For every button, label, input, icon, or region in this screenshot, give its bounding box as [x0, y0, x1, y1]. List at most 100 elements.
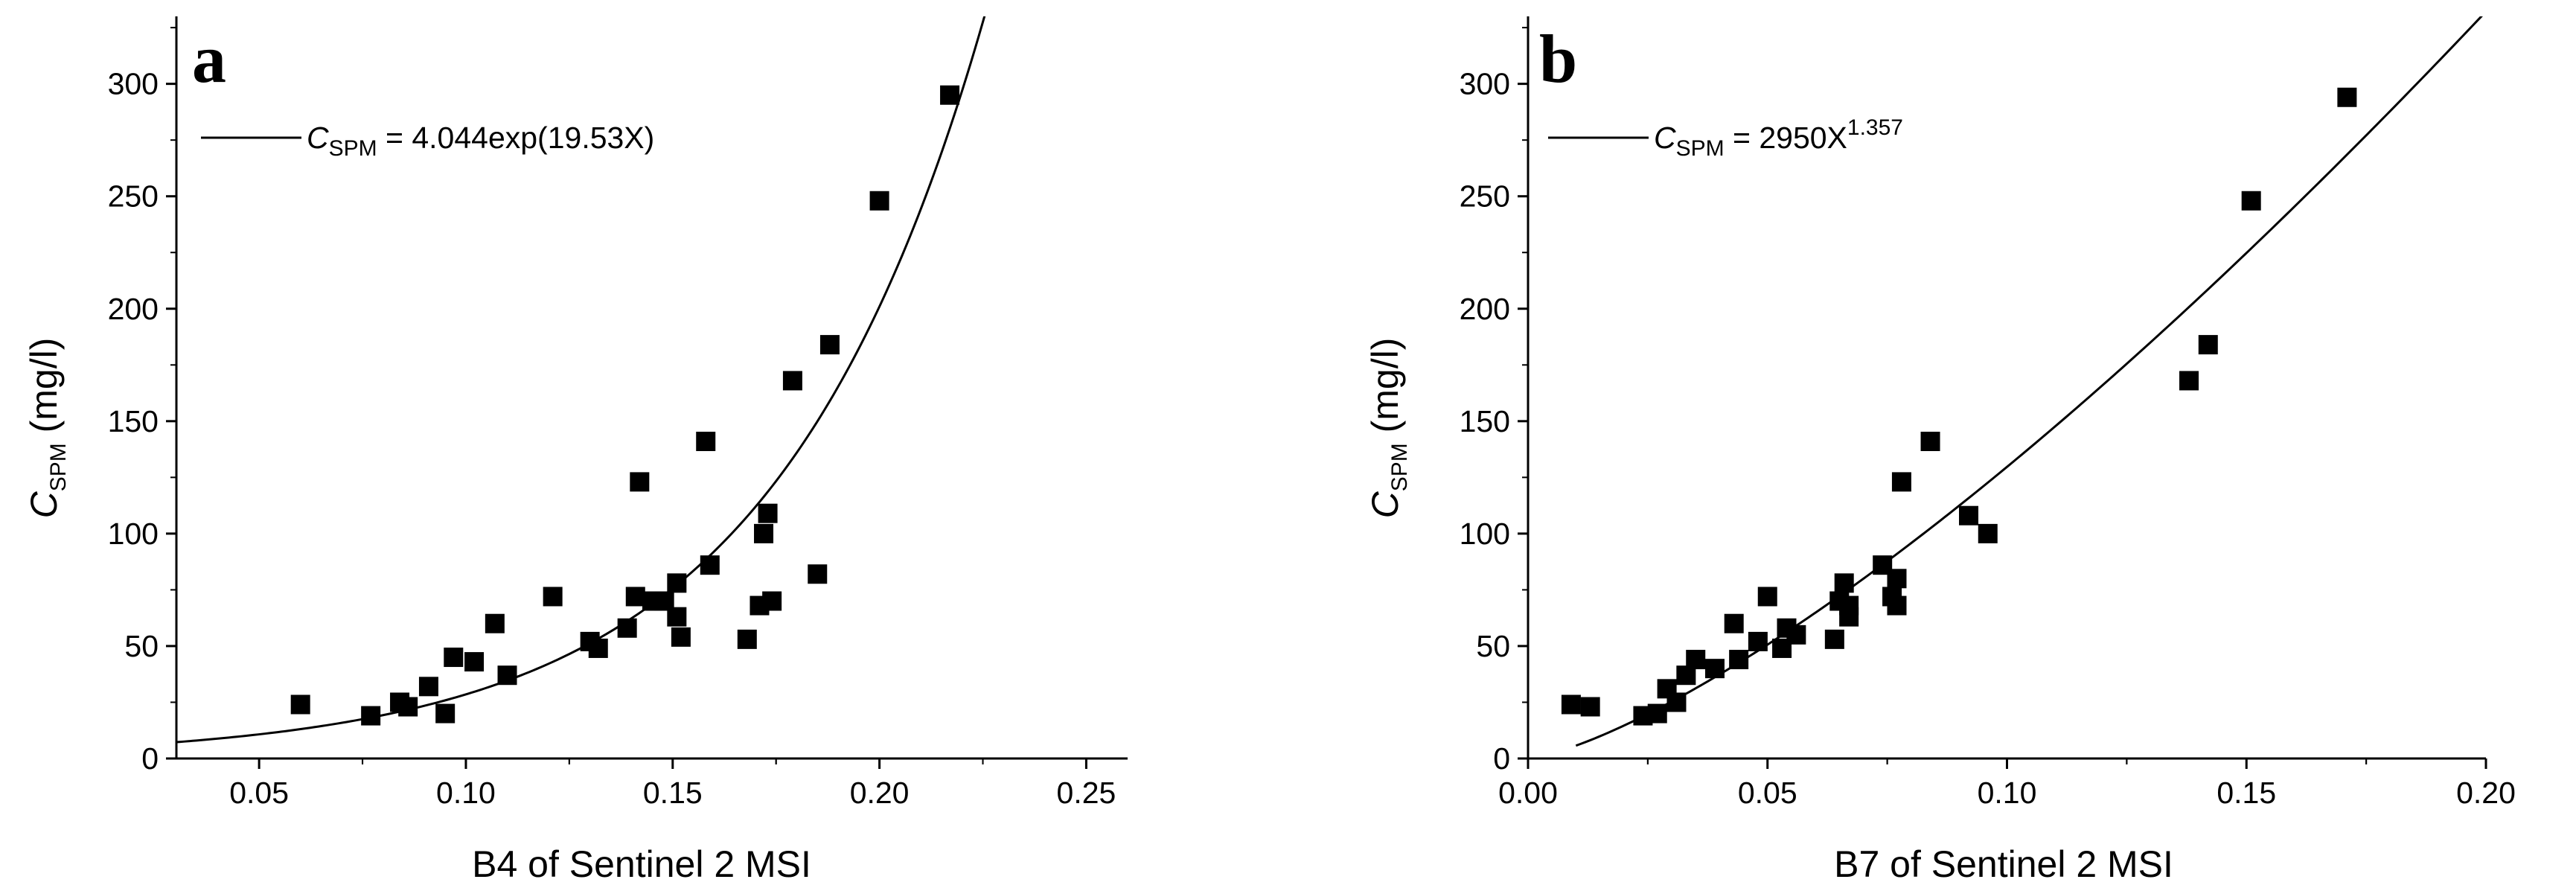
panel-b-y-tick-label: 300: [1460, 67, 1510, 101]
panel-a-legend-text: CSPM = 4.044exp(19.53X): [307, 121, 654, 161]
panel-b-x-tick-label: 0.05: [1738, 776, 1797, 810]
panel-a-x-tick-label: 0.10: [436, 776, 496, 810]
panel-b-data-point: [1887, 569, 1907, 589]
panel-a-y-tick-label: 250: [108, 179, 159, 214]
panel-a-label: a: [192, 21, 226, 97]
panel-a-ylabel-unit: (mg/l): [23, 338, 65, 444]
panel-b-legend-text: CSPM = 2950X1.357: [1654, 115, 1903, 161]
panel-a-y-tick-label: 200: [108, 292, 159, 326]
panel-b-data-point: [2179, 371, 2199, 391]
panel-a-data-point: [667, 573, 687, 593]
panel-b-data-point: [2337, 87, 2357, 107]
panel-a-data-point: [444, 648, 464, 668]
panel-a-data-point: [485, 613, 505, 633]
panel-b-ylabel-main: C: [1364, 491, 1406, 518]
panel-a-data-point: [940, 85, 960, 105]
panel-a-data-point: [737, 629, 757, 649]
panel-b-y-tick-label: 50: [1476, 629, 1510, 663]
panel-b-data-point: [1834, 573, 1854, 593]
panel-b-legend-lhs-sub: SPM: [1676, 136, 1725, 161]
panel-a-data-point: [361, 706, 381, 726]
panel-a-plot-area: 0.05 0.10 0.15 0.20 0.25 0 50 100 150 200 250 300: [108, 16, 1128, 810]
panel-b-data-point: [1839, 595, 1859, 616]
panel-b-plot-area: 0.00 0.05 0.10 0.15 0.20 0 50 100 150 200 250 300: [1460, 16, 2516, 810]
panel-a-x-tick-label: 0.05: [229, 776, 289, 810]
panel-b-ylabel-unit: (mg/l): [1364, 338, 1406, 444]
panel-a-legend-lhs-main: C: [307, 121, 329, 155]
panel-a-data-point: [808, 564, 828, 584]
panel-a-legend: CSPM = 4.044exp(19.53X): [201, 121, 654, 161]
panel-a-x-tick-label: 0.20: [850, 776, 910, 810]
panel-a-data-point: [782, 371, 802, 391]
panel-a-data-point: [617, 618, 637, 638]
panel-b-data-point: [1647, 703, 1667, 724]
panel-b-data-point: [1891, 472, 1911, 492]
panel-b-legend: CSPM = 2950X1.357: [1548, 115, 1903, 161]
panel-b: 0.00 0.05 0.10 0.15 0.20 0 50 100 150 200 250 300 b…: [1364, 16, 2516, 885]
panel-a-legend-lhs-sub: SPM: [329, 136, 377, 161]
panel-b-data-point: [2241, 191, 2261, 211]
panel-b-y-tick-label: 250: [1460, 179, 1510, 214]
panel-a-y-axis-title: CSPM (mg/l): [23, 338, 71, 519]
panel-a-data-point: [630, 472, 650, 492]
panel-b-legend-rhs-sup: 1.357: [1847, 115, 1903, 140]
panel-a-data-point: [290, 694, 310, 715]
panel-b-data-point: [1920, 432, 1940, 452]
panel-b-data-point: [1757, 587, 1777, 607]
panel-a-x-axis-title: B4 of Sentinel 2 MSI: [472, 843, 811, 885]
panel-b-y-axis-title: CSPM (mg/l): [1364, 338, 1412, 519]
panel-a-data-point: [758, 503, 778, 523]
panel-a-y-tick-label: 150: [108, 404, 159, 438]
panel-a-data-point: [418, 677, 438, 697]
panel-b-data-point: [1824, 629, 1844, 649]
panel-b-data-point: [1887, 595, 1907, 616]
panel-b-x-axis-title: B7 of Sentinel 2 MSI: [1834, 843, 2173, 885]
panel-a-data-point: [625, 587, 645, 607]
panel-b-data-point: [2198, 335, 2218, 355]
panel-b-x-tick-label: 0.10: [1978, 776, 2037, 810]
panel-b-data-point: [1704, 659, 1725, 679]
panel-b-data-point: [1666, 692, 1687, 712]
panel-a-ylabel-main: C: [23, 491, 65, 518]
panel-b-y-tick-label: 0: [1493, 741, 1510, 776]
panel-a-ylabel-sub: SPM: [46, 443, 71, 491]
panel-a-data-point: [671, 627, 691, 647]
panel-a-data-point: [398, 697, 418, 717]
panel-b-y-tick-label: 150: [1460, 404, 1510, 438]
panel-b-fit-curve: [1575, 16, 2483, 747]
panel-b-data-point: [1724, 613, 1744, 633]
panel-a-y-tick-label: 50: [124, 629, 159, 663]
panel-b-y-tick-label: 200: [1460, 292, 1510, 326]
panel-b-x-tick-label: 0.15: [2217, 776, 2276, 810]
panel-a-data-point: [543, 587, 563, 607]
panel-a-data-point: [869, 191, 889, 211]
panel-a-y-tick-label: 0: [141, 741, 159, 776]
panel-a-data-point: [762, 591, 782, 611]
panel-a-data-point: [700, 555, 720, 575]
panel-b-legend-lhs-main: C: [1654, 121, 1676, 155]
panel-b-ylabel-sub: SPM: [1387, 443, 1412, 491]
panel-a-y-tick-label: 300: [108, 67, 159, 101]
panel-a-x-tick-label: 0.25: [1057, 776, 1116, 810]
panel-b-data-point: [1748, 631, 1768, 651]
panel-a-data-point: [696, 432, 716, 452]
panel-a-data-point: [464, 652, 485, 672]
panel-b-data-point: [1786, 625, 1806, 645]
panel-a-data-point: [435, 703, 456, 724]
panel-b-x-tick-label: 0.00: [1498, 776, 1558, 810]
panel-a-data-point: [497, 665, 517, 686]
panel-b-y-tick-label: 100: [1460, 517, 1510, 551]
panel-b-data-point: [1978, 523, 1998, 543]
panel-a-data-point: [819, 335, 840, 355]
panel-a-data-point: [667, 607, 687, 627]
panel-a-x-tick-label: 0.15: [643, 776, 703, 810]
panel-b-legend-rhs: = 2950X: [1725, 121, 1847, 155]
panel-a-y-tick-label: 100: [108, 517, 159, 551]
panel-b-data-point: [1729, 650, 1749, 670]
panel-b-data-point: [1686, 650, 1706, 670]
panel-b-x-tick-label: 0.20: [2456, 776, 2516, 810]
panel-a-data-point: [754, 523, 774, 543]
panel-a: 0.05 0.10 0.15 0.20 0.25 0 50 100 150 200 250 300 a…: [23, 16, 1128, 885]
panel-b-data-point: [1561, 694, 1581, 715]
